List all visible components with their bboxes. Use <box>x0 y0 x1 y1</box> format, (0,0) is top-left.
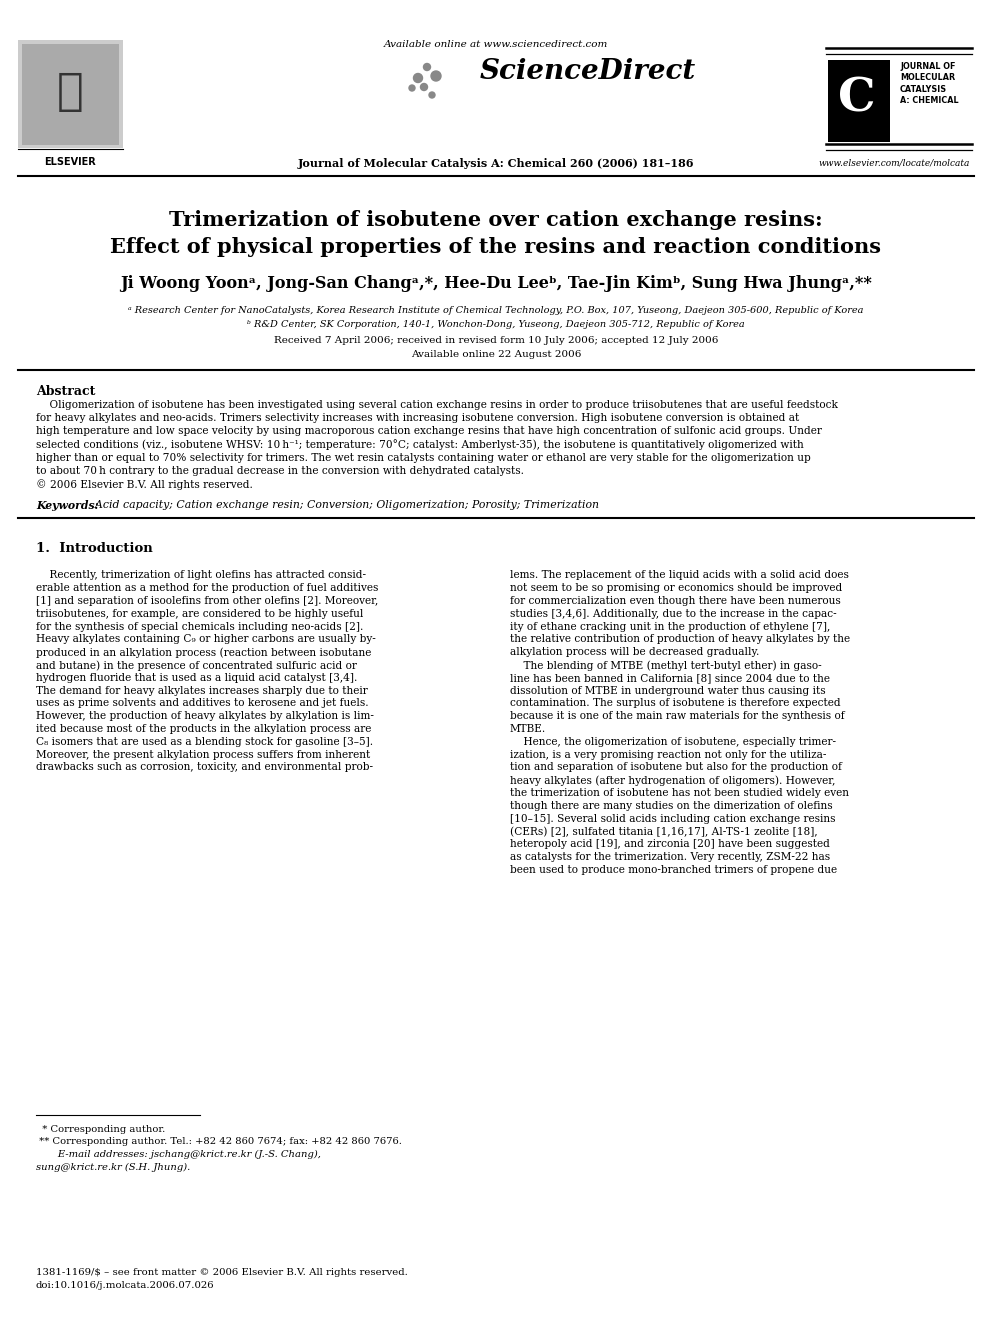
Text: as catalysts for the trimerization. Very recently, ZSM-22 has: as catalysts for the trimerization. Very… <box>510 852 830 863</box>
Text: Recently, trimerization of light olefins has attracted consid-: Recently, trimerization of light olefins… <box>36 570 366 581</box>
Text: not seem to be so promising or economics should be improved: not seem to be so promising or economics… <box>510 583 842 593</box>
Text: ᵃ Research Center for NanoCatalysts, Korea Research Institute of Chemical Techno: ᵃ Research Center for NanoCatalysts, Kor… <box>128 306 864 315</box>
Text: Abstract: Abstract <box>36 385 95 398</box>
Text: contamination. The surplus of isobutene is therefore expected: contamination. The surplus of isobutene … <box>510 699 840 708</box>
Text: tion and separation of isobutene but also for the production of: tion and separation of isobutene but als… <box>510 762 842 773</box>
Text: line has been banned in California [8] since 2004 due to the: line has been banned in California [8] s… <box>510 673 830 683</box>
Text: (CERs) [2], sulfated titania [1,16,17], Al-TS-1 zeolite [18],: (CERs) [2], sulfated titania [1,16,17], … <box>510 827 817 836</box>
Text: dissolution of MTBE in underground water thus causing its: dissolution of MTBE in underground water… <box>510 685 825 696</box>
Text: ELSEVIER: ELSEVIER <box>44 157 96 167</box>
Text: heavy alkylates (after hydrogenation of oligomers). However,: heavy alkylates (after hydrogenation of … <box>510 775 835 786</box>
Text: been used to produce mono-branched trimers of propene due: been used to produce mono-branched trime… <box>510 865 837 875</box>
Text: high temperature and low space velocity by using macroporous cation exchange res: high temperature and low space velocity … <box>36 426 822 437</box>
Text: 🌲: 🌲 <box>57 70 83 114</box>
Text: [10–15]. Several solid acids including cation exchange resins: [10–15]. Several solid acids including c… <box>510 814 835 824</box>
Text: ited because most of the products in the alkylation process are: ited because most of the products in the… <box>36 724 371 734</box>
Text: lems. The replacement of the liquid acids with a solid acid does: lems. The replacement of the liquid acid… <box>510 570 849 581</box>
Text: and butane) in the presence of concentrated sulfuric acid or: and butane) in the presence of concentra… <box>36 660 357 671</box>
Text: Available online 22 August 2006: Available online 22 August 2006 <box>411 351 581 359</box>
Text: drawbacks such as corrosion, toxicity, and environmental prob-: drawbacks such as corrosion, toxicity, a… <box>36 762 373 773</box>
Circle shape <box>421 83 428 90</box>
Text: Trimerization of isobutene over cation exchange resins:: Trimerization of isobutene over cation e… <box>170 210 822 230</box>
Text: 1381-1169/$ – see front matter © 2006 Elsevier B.V. All rights reserved.: 1381-1169/$ – see front matter © 2006 El… <box>36 1267 408 1277</box>
Text: the relative contribution of production of heavy alkylates by the: the relative contribution of production … <box>510 635 850 644</box>
Text: E-mail addresses: jschang@krict.re.kr (J.-S. Chang),: E-mail addresses: jschang@krict.re.kr (J… <box>36 1150 320 1159</box>
Text: ization, is a very promising reaction not only for the utiliza-: ization, is a very promising reaction no… <box>510 750 826 759</box>
Circle shape <box>409 85 415 91</box>
Text: MTBE.: MTBE. <box>510 724 547 734</box>
Text: Acid capacity; Cation exchange resin; Conversion; Oligomerization; Porosity; Tri: Acid capacity; Cation exchange resin; Co… <box>88 500 599 511</box>
Text: erable attention as a method for the production of fuel additives: erable attention as a method for the pro… <box>36 583 378 593</box>
Text: uses as prime solvents and additives to kerosene and jet fuels.: uses as prime solvents and additives to … <box>36 699 369 708</box>
Text: for commercialization even though there have been numerous: for commercialization even though there … <box>510 595 841 606</box>
Text: Heavy alkylates containing C₉ or higher carbons are usually by-: Heavy alkylates containing C₉ or higher … <box>36 635 376 644</box>
Text: * Corresponding author.: * Corresponding author. <box>36 1125 166 1134</box>
Text: higher than or equal to 70% selectivity for trimers. The wet resin catalysts con: higher than or equal to 70% selectivity … <box>36 452 810 463</box>
Text: Effect of physical properties of the resins and reaction conditions: Effect of physical properties of the res… <box>110 237 882 257</box>
Text: Moreover, the present alkylation process suffers from inherent: Moreover, the present alkylation process… <box>36 750 370 759</box>
Text: ity of ethane cracking unit in the production of ethylene [7],: ity of ethane cracking unit in the produ… <box>510 622 830 631</box>
Text: Journal of Molecular Catalysis A: Chemical 260 (2006) 181–186: Journal of Molecular Catalysis A: Chemic… <box>298 157 694 169</box>
Text: Hence, the oligomerization of isobutene, especially trimer-: Hence, the oligomerization of isobutene,… <box>510 737 836 746</box>
Text: studies [3,4,6]. Additionally, due to the increase in the capac-: studies [3,4,6]. Additionally, due to th… <box>510 609 836 619</box>
Text: though there are many studies on the dimerization of olefins: though there are many studies on the dim… <box>510 800 832 811</box>
Text: triisobutenes, for example, are considered to be highly useful: triisobutenes, for example, are consider… <box>36 609 363 619</box>
Text: to about 70 h contrary to the gradual decrease in the conversion with dehydrated: to about 70 h contrary to the gradual de… <box>36 466 524 476</box>
Text: ** Corresponding author. Tel.: +82 42 860 7674; fax: +82 42 860 7676.: ** Corresponding author. Tel.: +82 42 86… <box>36 1138 402 1147</box>
Text: Oligomerization of isobutene has been investigated using several cation exchange: Oligomerization of isobutene has been in… <box>36 400 838 410</box>
Circle shape <box>424 64 431 70</box>
FancyBboxPatch shape <box>22 44 119 146</box>
Circle shape <box>414 74 423 82</box>
Text: ScienceDirect: ScienceDirect <box>480 58 696 85</box>
Text: Keywords:: Keywords: <box>36 500 98 512</box>
Text: [1] and separation of isoolefins from other olefins [2]. Moreover,: [1] and separation of isoolefins from ot… <box>36 595 378 606</box>
Circle shape <box>429 93 435 98</box>
Text: © 2006 Elsevier B.V. All rights reserved.: © 2006 Elsevier B.V. All rights reserved… <box>36 479 253 490</box>
Text: C: C <box>838 75 876 120</box>
Text: heteropoly acid [19], and zirconia [20] have been suggested: heteropoly acid [19], and zirconia [20] … <box>510 839 830 849</box>
Text: the trimerization of isobutene has not been studied widely even: the trimerization of isobutene has not b… <box>510 789 849 798</box>
Text: The demand for heavy alkylates increases sharply due to their: The demand for heavy alkylates increases… <box>36 685 368 696</box>
Circle shape <box>431 71 441 81</box>
FancyBboxPatch shape <box>18 40 123 148</box>
Text: selected conditions (viz., isobutene WHSV: 10 h⁻¹; temperature: 70°C; catalyst: : selected conditions (viz., isobutene WHS… <box>36 439 804 450</box>
Text: produced in an alkylation process (reaction between isobutane: produced in an alkylation process (react… <box>36 647 371 658</box>
Text: Received 7 April 2006; received in revised form 10 July 2006; accepted 12 July 2: Received 7 April 2006; received in revis… <box>274 336 718 345</box>
Text: Ji Woong Yoonᵃ, Jong-San Changᵃ,*, Hee-Du Leeᵇ, Tae-Jin Kimᵇ, Sung Hwa Jhungᵃ,**: Ji Woong Yoonᵃ, Jong-San Changᵃ,*, Hee-D… <box>120 275 872 292</box>
Text: sung@krict.re.kr (S.H. Jhung).: sung@krict.re.kr (S.H. Jhung). <box>36 1163 190 1172</box>
Text: hydrogen fluoride that is used as a liquid acid catalyst [3,4].: hydrogen fluoride that is used as a liqu… <box>36 673 357 683</box>
Text: JOURNAL OF
MOLECULAR
CATALYSIS
A: CHEMICAL: JOURNAL OF MOLECULAR CATALYSIS A: CHEMIC… <box>900 62 958 106</box>
Text: for heavy alkylates and neo-acids. Trimers selectivity increases with increasing: for heavy alkylates and neo-acids. Trime… <box>36 413 800 423</box>
Text: Available online at www.sciencedirect.com: Available online at www.sciencedirect.co… <box>384 40 608 49</box>
Text: However, the production of heavy alkylates by alkylation is lim-: However, the production of heavy alkylat… <box>36 712 374 721</box>
FancyBboxPatch shape <box>828 60 890 142</box>
Text: C₈ isomers that are used as a blending stock for gasoline [3–5].: C₈ isomers that are used as a blending s… <box>36 737 373 746</box>
Text: alkylation process will be decreased gradually.: alkylation process will be decreased gra… <box>510 647 759 658</box>
Text: doi:10.1016/j.molcata.2006.07.026: doi:10.1016/j.molcata.2006.07.026 <box>36 1281 214 1290</box>
Text: The blending of MTBE (methyl tert-butyl ether) in gaso-: The blending of MTBE (methyl tert-butyl … <box>510 660 821 671</box>
Text: www.elsevier.com/locate/molcata: www.elsevier.com/locate/molcata <box>818 157 970 167</box>
Text: because it is one of the main raw materials for the synthesis of: because it is one of the main raw materi… <box>510 712 844 721</box>
Text: for the synthesis of special chemicals including neo-acids [2].: for the synthesis of special chemicals i… <box>36 622 363 631</box>
Text: ᵇ R&D Center, SK Corporation, 140-1, Wonchon-Dong, Yuseong, Daejeon 305-712, Rep: ᵇ R&D Center, SK Corporation, 140-1, Won… <box>247 320 745 329</box>
Text: 1.  Introduction: 1. Introduction <box>36 542 153 556</box>
